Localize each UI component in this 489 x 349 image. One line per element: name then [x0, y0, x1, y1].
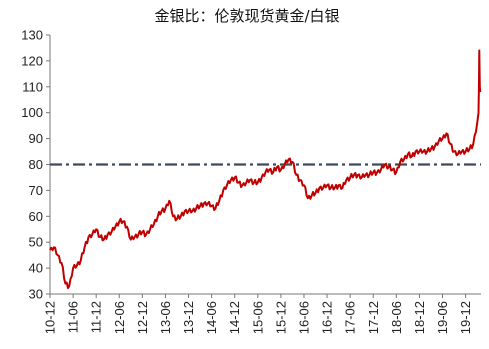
y-tick-label: 100	[21, 105, 43, 120]
x-tick-label: 17-06	[343, 301, 358, 334]
y-tick-label: 30	[29, 287, 43, 302]
x-tick-label: 18-06	[389, 301, 404, 334]
y-tick-label: 70	[29, 183, 43, 198]
x-tick-label: 15-06	[250, 301, 265, 334]
x-tick-label: 12-06	[112, 301, 127, 334]
plot-area	[49, 49, 482, 290]
x-tick-label: 11-06	[66, 301, 81, 333]
x-tick-label: 16-06	[296, 301, 311, 334]
y-tick-label: 120	[21, 53, 43, 68]
x-tick-label: 17-12	[366, 301, 381, 334]
y-tick-label: 60	[29, 209, 43, 224]
x-tick-label: 16-12	[320, 301, 335, 334]
y-tick-label: 50	[29, 235, 43, 250]
x-axis: 10-12 11-06 11-12 12-06 12-12 13-06 13-12 14-06…	[43, 293, 481, 334]
y-tick-label: 80	[29, 157, 43, 172]
x-tick-label: 11-12	[89, 301, 104, 333]
x-tick-label: 10-12	[43, 301, 58, 334]
x-tick-label: 13-12	[181, 301, 196, 334]
x-tick-label: 12-12	[135, 301, 150, 334]
x-tick-label: 14-12	[227, 301, 242, 334]
y-tick-label: 90	[29, 131, 43, 146]
x-tick-label: 19-12	[458, 301, 473, 334]
x-tick-label: 15-12	[273, 301, 288, 334]
x-tick-label: 14-06	[204, 301, 219, 334]
y-tick-label: 40	[29, 261, 43, 276]
y-tick-label: 110	[22, 79, 43, 94]
series-line	[49, 49, 482, 290]
x-tick-label: 19-06	[435, 301, 450, 334]
x-tick-label: 13-06	[158, 301, 173, 334]
chart-title: 金银比：伦敦现货黄金/白银	[154, 7, 339, 25]
y-tick-label: 130	[21, 28, 43, 43]
y-axis: 30 40 50 60 70 80 90 100 110 120 130	[21, 28, 51, 302]
x-tick-label: 18-12	[412, 301, 427, 334]
